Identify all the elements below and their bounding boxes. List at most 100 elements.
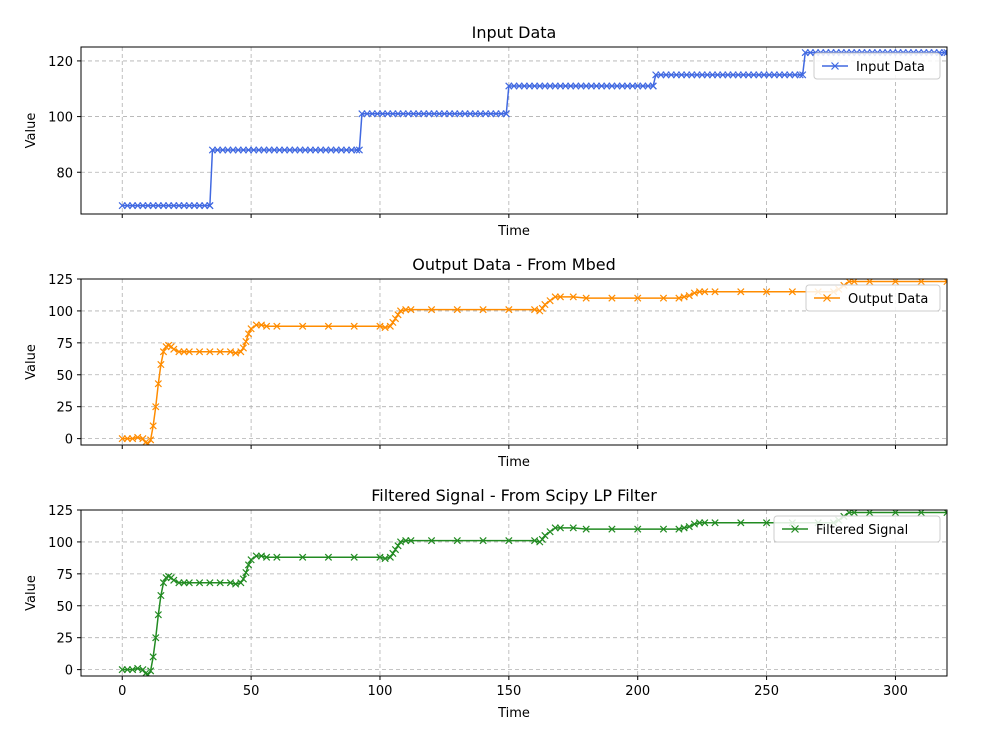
data-point-marker — [657, 71, 665, 79]
y-axis-label: Value — [24, 575, 39, 611]
data-point-marker — [180, 348, 188, 356]
legend-box — [805, 284, 941, 312]
data-point-marker — [170, 576, 178, 584]
data-point-marker — [649, 82, 657, 90]
data-point-marker — [613, 82, 621, 90]
legend: Output Data — [805, 284, 941, 312]
data-point-marker — [252, 552, 260, 560]
data-point-marker — [551, 293, 559, 301]
data-point-marker — [430, 110, 438, 118]
data-point-marker — [765, 71, 773, 79]
data-point-marker — [232, 580, 240, 588]
data-point-marker — [659, 294, 668, 302]
data-point-marker — [322, 146, 330, 154]
data-point-marker — [286, 146, 294, 154]
data-point-marker — [541, 82, 549, 90]
data-point-marker — [680, 524, 688, 532]
data-point-marker — [134, 664, 142, 672]
data-point-marker — [567, 82, 575, 90]
x-tick-label: 250 — [754, 684, 779, 699]
data-point-marker — [394, 311, 402, 319]
x-axis-label: Time — [497, 706, 530, 721]
data-point-marker — [180, 202, 188, 210]
x-tick-label: 300 — [883, 684, 908, 699]
data-point-marker — [551, 82, 559, 90]
data-point-marker — [244, 146, 253, 154]
data-point-marker — [556, 82, 565, 90]
data-point-marker — [239, 344, 247, 352]
data-point-marker — [675, 294, 683, 302]
data-point-marker — [786, 71, 794, 79]
data-point-marker — [301, 146, 309, 154]
data-point-marker — [770, 71, 778, 79]
data-point-marker — [546, 297, 554, 305]
data-point-marker — [342, 146, 351, 154]
data-point-marker — [688, 71, 696, 79]
data-point-marker — [695, 288, 704, 296]
data-point-marker — [541, 531, 549, 540]
data-point-marker — [337, 146, 345, 154]
data-point-marker — [690, 289, 699, 297]
data-point-marker — [683, 71, 691, 79]
data-point-marker — [628, 82, 637, 90]
data-point-marker — [634, 294, 642, 302]
data-point-marker — [737, 288, 745, 296]
data-point-marker — [123, 434, 132, 443]
data-point-marker — [280, 146, 289, 154]
chart-title: Input Data — [472, 23, 557, 42]
data-point-marker — [149, 422, 157, 430]
data-point-marker — [128, 665, 137, 674]
subplot-3: 0 50 100 150 200 250 300 0 25 50 75 100 125 Filtered … — [24, 486, 948, 721]
data-point-marker — [556, 524, 565, 532]
data-point-marker — [471, 110, 479, 118]
data-point-marker — [394, 110, 402, 118]
data-point-marker — [358, 110, 366, 118]
data-point-marker — [216, 348, 224, 356]
data-point-marker — [242, 337, 250, 346]
data-point-marker — [806, 48, 815, 57]
data-point-marker — [427, 537, 436, 545]
x-tick-label: 0 — [118, 684, 126, 699]
data-point-marker — [750, 71, 758, 79]
chart-title: Filtered Signal - From Scipy LP Filter — [371, 486, 657, 505]
data-point-marker — [510, 82, 518, 90]
data-point-marker — [659, 525, 668, 533]
data-point-marker — [690, 520, 699, 528]
data-point-marker — [680, 293, 688, 301]
data-point-marker — [275, 146, 284, 154]
data-point-marker — [257, 321, 266, 329]
y-tick-label: 0 — [65, 664, 73, 679]
data-point-marker — [363, 110, 371, 118]
data-point-marker — [608, 82, 616, 90]
data-point-marker — [332, 146, 340, 154]
chart-title: Output Data - From Mbed — [412, 255, 616, 274]
y-tick-label: 100 — [48, 536, 73, 551]
data-point-marker — [492, 110, 500, 118]
data-point-marker — [404, 110, 412, 118]
data-point-marker — [216, 579, 224, 587]
data-point-marker — [348, 146, 356, 154]
data-point-marker — [685, 522, 693, 531]
data-point-marker — [324, 322, 333, 330]
data-point-marker — [425, 110, 433, 118]
data-point-marker — [608, 525, 616, 533]
data-point-marker — [311, 146, 320, 154]
data-point-marker — [703, 71, 711, 79]
data-point-marker — [502, 110, 510, 118]
data-point-marker — [744, 71, 753, 79]
data-point-marker — [159, 348, 168, 356]
data-point-marker — [520, 82, 528, 90]
data-point-marker — [536, 82, 544, 90]
data-point-marker — [479, 537, 487, 545]
data-point-marker — [634, 525, 642, 533]
data-point-marker — [796, 71, 804, 79]
data-point-marker — [569, 524, 577, 532]
data-point-marker — [644, 82, 652, 90]
data-point-marker — [208, 146, 217, 154]
data-point-marker — [672, 71, 680, 79]
data-point-marker — [170, 345, 178, 353]
data-point-marker — [262, 322, 271, 330]
y-tick-label: 50 — [56, 600, 73, 615]
data-point-marker — [608, 294, 616, 302]
data-point-marker — [497, 110, 505, 118]
